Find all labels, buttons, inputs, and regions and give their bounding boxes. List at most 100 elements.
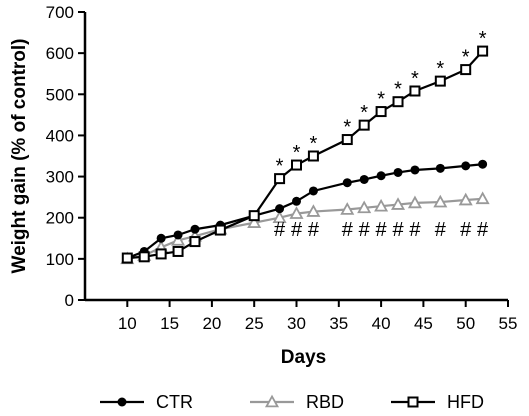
- series-hfd-point: [434, 75, 446, 87]
- y-tick-label: 100: [46, 250, 74, 269]
- legend-item-rbd: RBD: [250, 392, 344, 412]
- series-ctr-point: [308, 186, 318, 196]
- series-rbd-point: [458, 192, 473, 206]
- series-hfd-point: [155, 248, 167, 260]
- series-hfd-point: [460, 64, 472, 76]
- y-axis-title: Weight gain (% of control): [9, 38, 30, 273]
- star-annotation: *: [479, 28, 487, 50]
- legend-marker-hfd: [407, 396, 419, 408]
- star-annotation: *: [436, 58, 444, 80]
- hash-annotation: #: [477, 219, 489, 241]
- star-annotation: *: [377, 89, 385, 111]
- x-tick-label: 20: [202, 314, 221, 333]
- series-ctr-point: [342, 178, 352, 188]
- series-ctr-point: [292, 196, 301, 206]
- series-rbd-point: [306, 204, 321, 217]
- series-rbd-point: [433, 194, 448, 208]
- series-ctr-point: [478, 159, 488, 169]
- hash-annotation: #: [359, 219, 371, 241]
- star-annotation: *: [411, 68, 419, 90]
- hash-annotation: #: [460, 219, 472, 241]
- series-ctr-point: [156, 233, 166, 243]
- y-tick-label: 0: [65, 291, 74, 310]
- series-hfd-point: [307, 150, 319, 162]
- hash-annotation: #: [342, 219, 354, 241]
- legend-label-ctr: CTR: [156, 392, 193, 412]
- series-ctr-point: [410, 165, 420, 175]
- series-hfd-point: [477, 45, 489, 57]
- hash-annotation: #: [409, 219, 421, 241]
- series-hfd-point: [138, 251, 150, 263]
- series-ctr-point: [190, 224, 200, 234]
- series-hfd-point: [121, 252, 133, 264]
- y-tick-label: 700: [46, 3, 74, 22]
- hash-annotation: #: [435, 219, 447, 241]
- y-ticks: 0 100 200 300 400 500 600 700: [46, 3, 85, 310]
- series-hfd-line: [127, 50, 484, 260]
- x-tick-label: 35: [329, 314, 348, 333]
- series-rbd-point: [407, 195, 422, 209]
- series-hfd: [121, 45, 489, 264]
- series-layer: [120, 45, 490, 265]
- hash-annotation: #: [291, 219, 303, 241]
- legend-marker-ctr: [117, 397, 127, 407]
- x-tick-label: 25: [245, 314, 264, 333]
- series-hfd-point: [358, 119, 370, 131]
- hash-annotation: #: [376, 219, 388, 241]
- y-tick-label: 500: [46, 85, 74, 104]
- star-annotation: *: [360, 102, 368, 124]
- annotations-layer: ** **** * * ***# # # # # # # # # # #: [274, 28, 489, 241]
- legend-label-hfd: HFD: [447, 392, 484, 412]
- series-hfd-point: [409, 85, 421, 97]
- series-hfd-point: [172, 245, 184, 257]
- series-ctr: [122, 159, 488, 263]
- star-annotation: *: [343, 117, 351, 139]
- x-tick-label: 30: [287, 314, 306, 333]
- x-ticks: 10 15 20 25 30 35 40 45 50 55: [118, 300, 518, 333]
- series-rbd-point: [374, 198, 389, 212]
- x-axis-title: Days: [281, 347, 326, 368]
- star-annotation: *: [394, 79, 402, 101]
- series-rbd-point: [340, 202, 355, 215]
- x-tick-label: 50: [456, 314, 475, 333]
- series-rbd-point: [272, 210, 287, 224]
- y-tick-label: 600: [46, 44, 74, 63]
- star-annotation: *: [310, 133, 318, 155]
- star-annotation: *: [293, 142, 301, 164]
- x-tick-label: 55: [499, 314, 518, 333]
- series-hfd-point: [291, 159, 302, 171]
- series-hfd-point: [214, 224, 226, 236]
- series-rbd-point: [357, 200, 372, 214]
- x-tick-label: 40: [372, 314, 391, 333]
- series-ctr-point: [376, 171, 386, 181]
- hash-annotation: #: [308, 219, 320, 241]
- legend-label-rbd: RBD: [306, 392, 344, 412]
- x-tick-label: 45: [414, 314, 433, 333]
- series-rbd-point: [247, 215, 262, 228]
- series-hfd-point: [248, 210, 260, 222]
- series-hfd-point: [392, 96, 404, 108]
- y-tick-label: 200: [46, 209, 74, 228]
- series-ctr-point: [461, 161, 471, 171]
- series-ctr-point: [393, 167, 403, 177]
- star-annotation: *: [462, 47, 470, 69]
- y-tick-label: 400: [46, 126, 74, 145]
- series-rbd-point: [171, 232, 186, 246]
- series-hfd-point: [375, 106, 387, 118]
- series-hfd-point: [274, 173, 286, 185]
- y-tick-label: 300: [46, 168, 74, 187]
- series-ctr-point: [173, 230, 183, 240]
- x-tick-label: 10: [118, 314, 137, 333]
- x-tick-label: 15: [160, 314, 179, 333]
- legend-item-ctr: CTR: [100, 392, 193, 412]
- series-ctr-point: [359, 174, 369, 184]
- series-rbd-point: [475, 191, 490, 205]
- hash-annotation: #: [392, 219, 404, 241]
- series-hfd-point: [341, 134, 353, 146]
- legend-item-hfd: HFD: [391, 392, 484, 412]
- legend-marker-rbd: [264, 394, 280, 408]
- series-hfd-point: [189, 236, 201, 248]
- series-ctr-point: [435, 163, 445, 173]
- series-rbd-point: [289, 206, 304, 219]
- series-ctr-point: [275, 204, 285, 214]
